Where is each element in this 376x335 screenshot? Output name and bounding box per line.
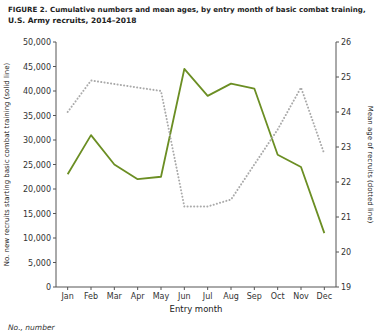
y-tick xyxy=(53,66,56,67)
y-tick-label: 45,000 xyxy=(23,63,51,72)
x-tick xyxy=(324,287,325,290)
x-axis-line xyxy=(56,287,336,288)
x-tick xyxy=(254,287,255,290)
x-tick xyxy=(114,287,115,290)
y2-tick xyxy=(336,77,339,78)
y-tick xyxy=(53,42,56,43)
y-tick-label: 10,000 xyxy=(23,234,51,243)
footnote: No., number xyxy=(8,323,56,332)
y2-axis-line xyxy=(336,42,337,287)
y2-tick xyxy=(336,42,339,43)
line-series xyxy=(68,81,325,207)
x-axis-label: Entry month xyxy=(170,304,223,314)
y2-tick xyxy=(336,252,339,253)
x-tick xyxy=(207,287,208,290)
x-tick-label: Nov xyxy=(293,292,309,301)
y2-tick-label: 25 xyxy=(341,73,351,82)
y2-tick xyxy=(336,217,339,218)
y2-tick-label: 24 xyxy=(341,108,351,117)
title: FIGURE 2. Cumulative numbers and mean ag… xyxy=(8,5,366,14)
y-axis-label: No. new recruits starting basic combat t… xyxy=(3,62,11,266)
y-tick xyxy=(53,91,56,92)
y2-tick xyxy=(336,182,339,183)
x-tick xyxy=(231,287,232,290)
y-tick-label: 5,000 xyxy=(28,259,51,268)
x-tick xyxy=(91,287,92,290)
x-tick-label: May xyxy=(153,292,170,301)
y-tick xyxy=(53,189,56,190)
y2-tick-label: 20 xyxy=(341,248,351,257)
y-tick-label: 0 xyxy=(46,283,51,292)
y2-tick-label: 19 xyxy=(341,283,351,292)
x-tick-label: Aug xyxy=(223,292,239,301)
y2-tick-label: 23 xyxy=(341,143,351,152)
y-tick-label: 35,000 xyxy=(23,112,51,121)
y-tick-label: 50,000 xyxy=(23,38,51,47)
x-tick-label: Feb xyxy=(84,292,98,301)
y-tick xyxy=(53,115,56,116)
y-tick-label: 40,000 xyxy=(23,87,51,96)
y-tick xyxy=(53,287,56,288)
x-tick-label: Jul xyxy=(202,292,213,301)
chart: FIGURE 2. Cumulative numbers and mean ag… xyxy=(0,0,376,335)
x-tick xyxy=(301,287,302,290)
x-tick-label: Dec xyxy=(317,292,332,301)
y-tick-label: 25,000 xyxy=(23,161,51,170)
x-tick xyxy=(277,287,278,290)
x-tick xyxy=(67,287,68,290)
y-tick xyxy=(53,213,56,214)
y2-tick-label: 26 xyxy=(341,38,351,47)
x-tick-label: Jan xyxy=(60,292,73,301)
y2-tick-label: 22 xyxy=(341,178,351,187)
y2-tick xyxy=(336,112,339,113)
y2-tick xyxy=(336,147,339,148)
line-series xyxy=(68,69,325,233)
y-tick xyxy=(53,140,56,141)
x-tick xyxy=(184,287,185,290)
y2-tick-label: 21 xyxy=(341,213,351,222)
x-tick-label: Mar xyxy=(107,292,123,301)
y-tick-label: 20,000 xyxy=(23,185,51,194)
x-tick-label: Sep xyxy=(247,292,262,301)
y2-tick xyxy=(336,287,339,288)
subtitle: U.S. Army recruits, 2014–2018 xyxy=(8,16,136,25)
x-tick-label: Apr xyxy=(131,292,146,301)
x-tick-label: Oct xyxy=(271,292,285,301)
y-tick-label: 15,000 xyxy=(23,210,51,219)
x-tick xyxy=(161,287,162,290)
y-tick xyxy=(53,164,56,165)
x-tick xyxy=(137,287,138,290)
plot-area xyxy=(68,69,325,233)
y-tick xyxy=(53,262,56,263)
y-tick xyxy=(53,238,56,239)
y2-axis-label: Mean age of recruits (dotted line) xyxy=(366,106,374,224)
y-tick-label: 30,000 xyxy=(23,136,51,145)
x-tick-label: Jun xyxy=(177,292,191,301)
